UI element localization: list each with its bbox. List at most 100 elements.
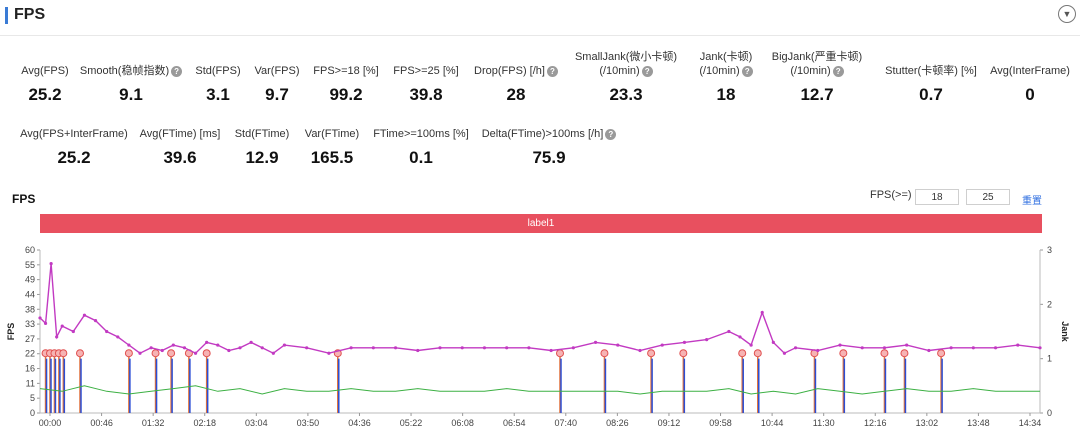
series-point [727,329,731,334]
metric-metrics_row1-0: Avg(FPS) 25.2 [0,64,115,105]
reset-button[interactable]: 重置 [1022,196,1042,207]
jank-point [600,349,609,358]
series-point [660,343,664,347]
jank-point [900,349,909,358]
metric-label-text: SmallJank(微小卡顿) [574,51,678,63]
help-icon[interactable]: ? [641,66,653,77]
metric-label-text: FPS>=25 [%] [393,65,459,77]
metric-label: Smooth(稳帧指数)? [61,64,201,78]
metric-label-text: Std(FTime) [234,128,290,140]
chevron-down-icon[interactable]: ▼ [1058,5,1076,23]
metric-value: 165.5 [310,148,354,167]
metric-value: 12.7 [800,85,834,104]
fps-threshold-1-input[interactable] [915,189,959,205]
metric-label: Avg(FPS+InterFrame) [4,127,144,141]
metric-label: FTime>=100ms [%] [351,127,491,141]
series-point [82,313,87,317]
series-point [749,343,753,347]
series-point [105,329,109,334]
metric-label-line2: (/10min)? [747,64,887,78]
fps-threshold-2-input[interactable] [966,189,1010,205]
fps-chart[interactable]: 0 5 11 16 22 27 33 38 44 49 55 60 0 1 2 3 00:00 00:46 01:3… [0,236,1080,432]
help-icon[interactable]: ? [546,66,558,77]
series-point [171,343,175,347]
series-point [838,343,842,347]
metric-value: 18 [716,85,736,104]
series-point [55,335,59,339]
metric-label: Var(FPS) [207,64,347,78]
jank-point [167,349,176,358]
series-point [416,348,420,353]
series-point [549,348,553,353]
metric-value: 39.6 [163,148,197,167]
metric-label-text: Avg(InterFrame) [990,65,1070,77]
series-point [571,346,575,350]
series-point [43,321,48,325]
x-tick-label: 09:58 [709,418,732,428]
jank-point [738,349,747,358]
metric-label-text: Drop(FPS) [/h] [474,65,545,77]
metric-value: 25.2 [28,85,62,104]
x-tick-label: 05:22 [400,418,423,428]
series-point [682,340,687,344]
x-tick-label: 10:44 [761,418,784,428]
y2-tick-label: 0 [1047,408,1052,418]
metric-label-unit: (/10min) [790,65,831,77]
series-point [327,351,331,355]
series-point [482,346,487,350]
metric-value: 0.1 [409,148,433,167]
y-tick-label: 11 [26,378,35,388]
help-icon[interactable]: ? [741,66,753,77]
x-tick-label: 14:34 [1019,418,1042,428]
metric-label-line2: (/10min)? [556,64,696,78]
metric-label: Avg(InterFrame) [960,64,1080,78]
y-tick-label: 16 [25,364,35,374]
series-point [905,343,909,347]
jank-point [937,349,946,358]
series-point [238,346,242,350]
x-tick-label: 03:50 [297,418,320,428]
series-point [738,335,742,339]
metric-label: Avg(FTime) [ms] [110,127,250,141]
jank-point [753,349,762,358]
y-tick-label: 0 [30,408,35,418]
metric-label: Stutter(卡顿率) [%] [861,64,1001,78]
section-title: FPS [14,6,46,23]
series-point [760,310,764,315]
series-point [227,348,231,353]
metric-label-unit: (/10min) [699,65,740,77]
y-tick-label: 38 [25,304,35,314]
help-icon[interactable]: ? [605,129,617,140]
series-point [60,324,64,328]
metric-label: FPS>=25 [%] [356,64,496,78]
series-point [816,348,820,353]
metric-label-text: Stutter(卡顿率) [%] [885,65,977,77]
metric-metrics_row1-5: FPS>=25 [%] 39.8 [356,64,496,105]
metric-label: Delta(FTime)>100ms [/h]? [479,127,619,141]
x-tick-label: 06:08 [451,418,474,428]
metric-metrics_row1-6: Drop(FPS) [/h]? 28 [446,64,586,105]
series-point [216,343,220,347]
metric-metrics_row2-2: Std(FTime) 12.9 [192,127,332,168]
metric-value: 0.7 [919,85,943,104]
metric-label-text: Jank(卡顿) [699,51,753,63]
series-point [527,346,531,350]
section-header: FPS ▼ [0,0,1080,36]
series-point [71,329,75,334]
metric-label: SmallJank(微小卡顿) [556,50,696,64]
series-point [927,348,931,353]
series-point [782,351,787,355]
label-bar[interactable]: label1 [40,214,1042,233]
metric-label-text: Avg(FPS+InterFrame) [20,128,128,140]
help-icon[interactable]: ? [171,66,183,77]
x-tick-label: 12:16 [864,418,887,428]
y-tick-label: 60 [25,245,35,255]
series-point [438,346,442,350]
x-tick-label: 03:04 [245,418,268,428]
help-icon[interactable]: ? [832,66,844,77]
jank-point [647,349,656,358]
series-point [305,346,309,350]
metric-label-text: Smooth(稳帧指数) [79,65,170,77]
x-tick-label: 13:48 [967,418,990,428]
series-point [182,346,187,350]
